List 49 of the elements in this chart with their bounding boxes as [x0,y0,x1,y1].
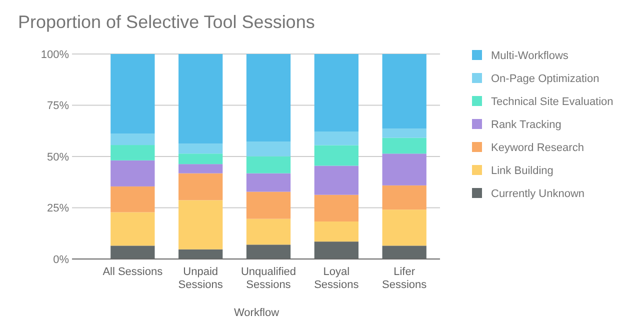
y-tick-label: 100% [40,48,70,61]
x-tick-label: Loyal Sessions [314,266,360,291]
x-tick-label: Lifer Sessions [382,266,428,291]
legend-label: Technical Site Evaluation [491,96,614,108]
bar [110,212,155,246]
bar [246,54,291,142]
y-tick-label: 75% [46,100,70,112]
bar [382,210,426,246]
bar [110,186,155,212]
bar [382,54,426,129]
bar [382,154,426,186]
bar [178,200,223,250]
bar [178,154,223,164]
bar [246,173,291,192]
legend-label: Rank Tracking [491,118,562,131]
legend-label: Currently Unknown [491,188,585,200]
bar [110,54,155,134]
bar [382,138,426,154]
y-tick-label: 25% [46,202,70,215]
bar [314,166,358,195]
bar [314,194,358,222]
bar [382,185,426,210]
x-axis-title: Workflow [234,307,280,319]
legend-label: Link Building [491,164,554,177]
bar [314,131,358,146]
x-tick-label: Unpaid Sessions [178,266,224,291]
bar [314,54,358,132]
x-tick-label: All Sessions [102,266,164,278]
bar [246,192,291,219]
bar [178,173,223,200]
bar [110,160,155,186]
bar [246,142,291,156]
legend-label: Keyword Research [491,142,584,154]
bar [178,54,223,144]
bar [246,218,291,245]
bar [178,164,223,174]
bar [314,145,358,166]
legend-label: On-Page Optimization [491,72,600,85]
bar [110,134,155,146]
y-tick-label: 0% [53,254,70,266]
legend-label: Multi-Workflows [491,50,569,62]
y-tick-label: 50% [46,151,70,164]
bar [314,221,358,242]
bar [382,128,426,138]
bar [110,145,155,160]
x-tick-label: Unqualified Sessions [240,266,296,291]
chart-title: Proportion of Selective Tool Sessions [18,12,315,32]
bar [178,144,223,154]
bar [246,156,291,174]
